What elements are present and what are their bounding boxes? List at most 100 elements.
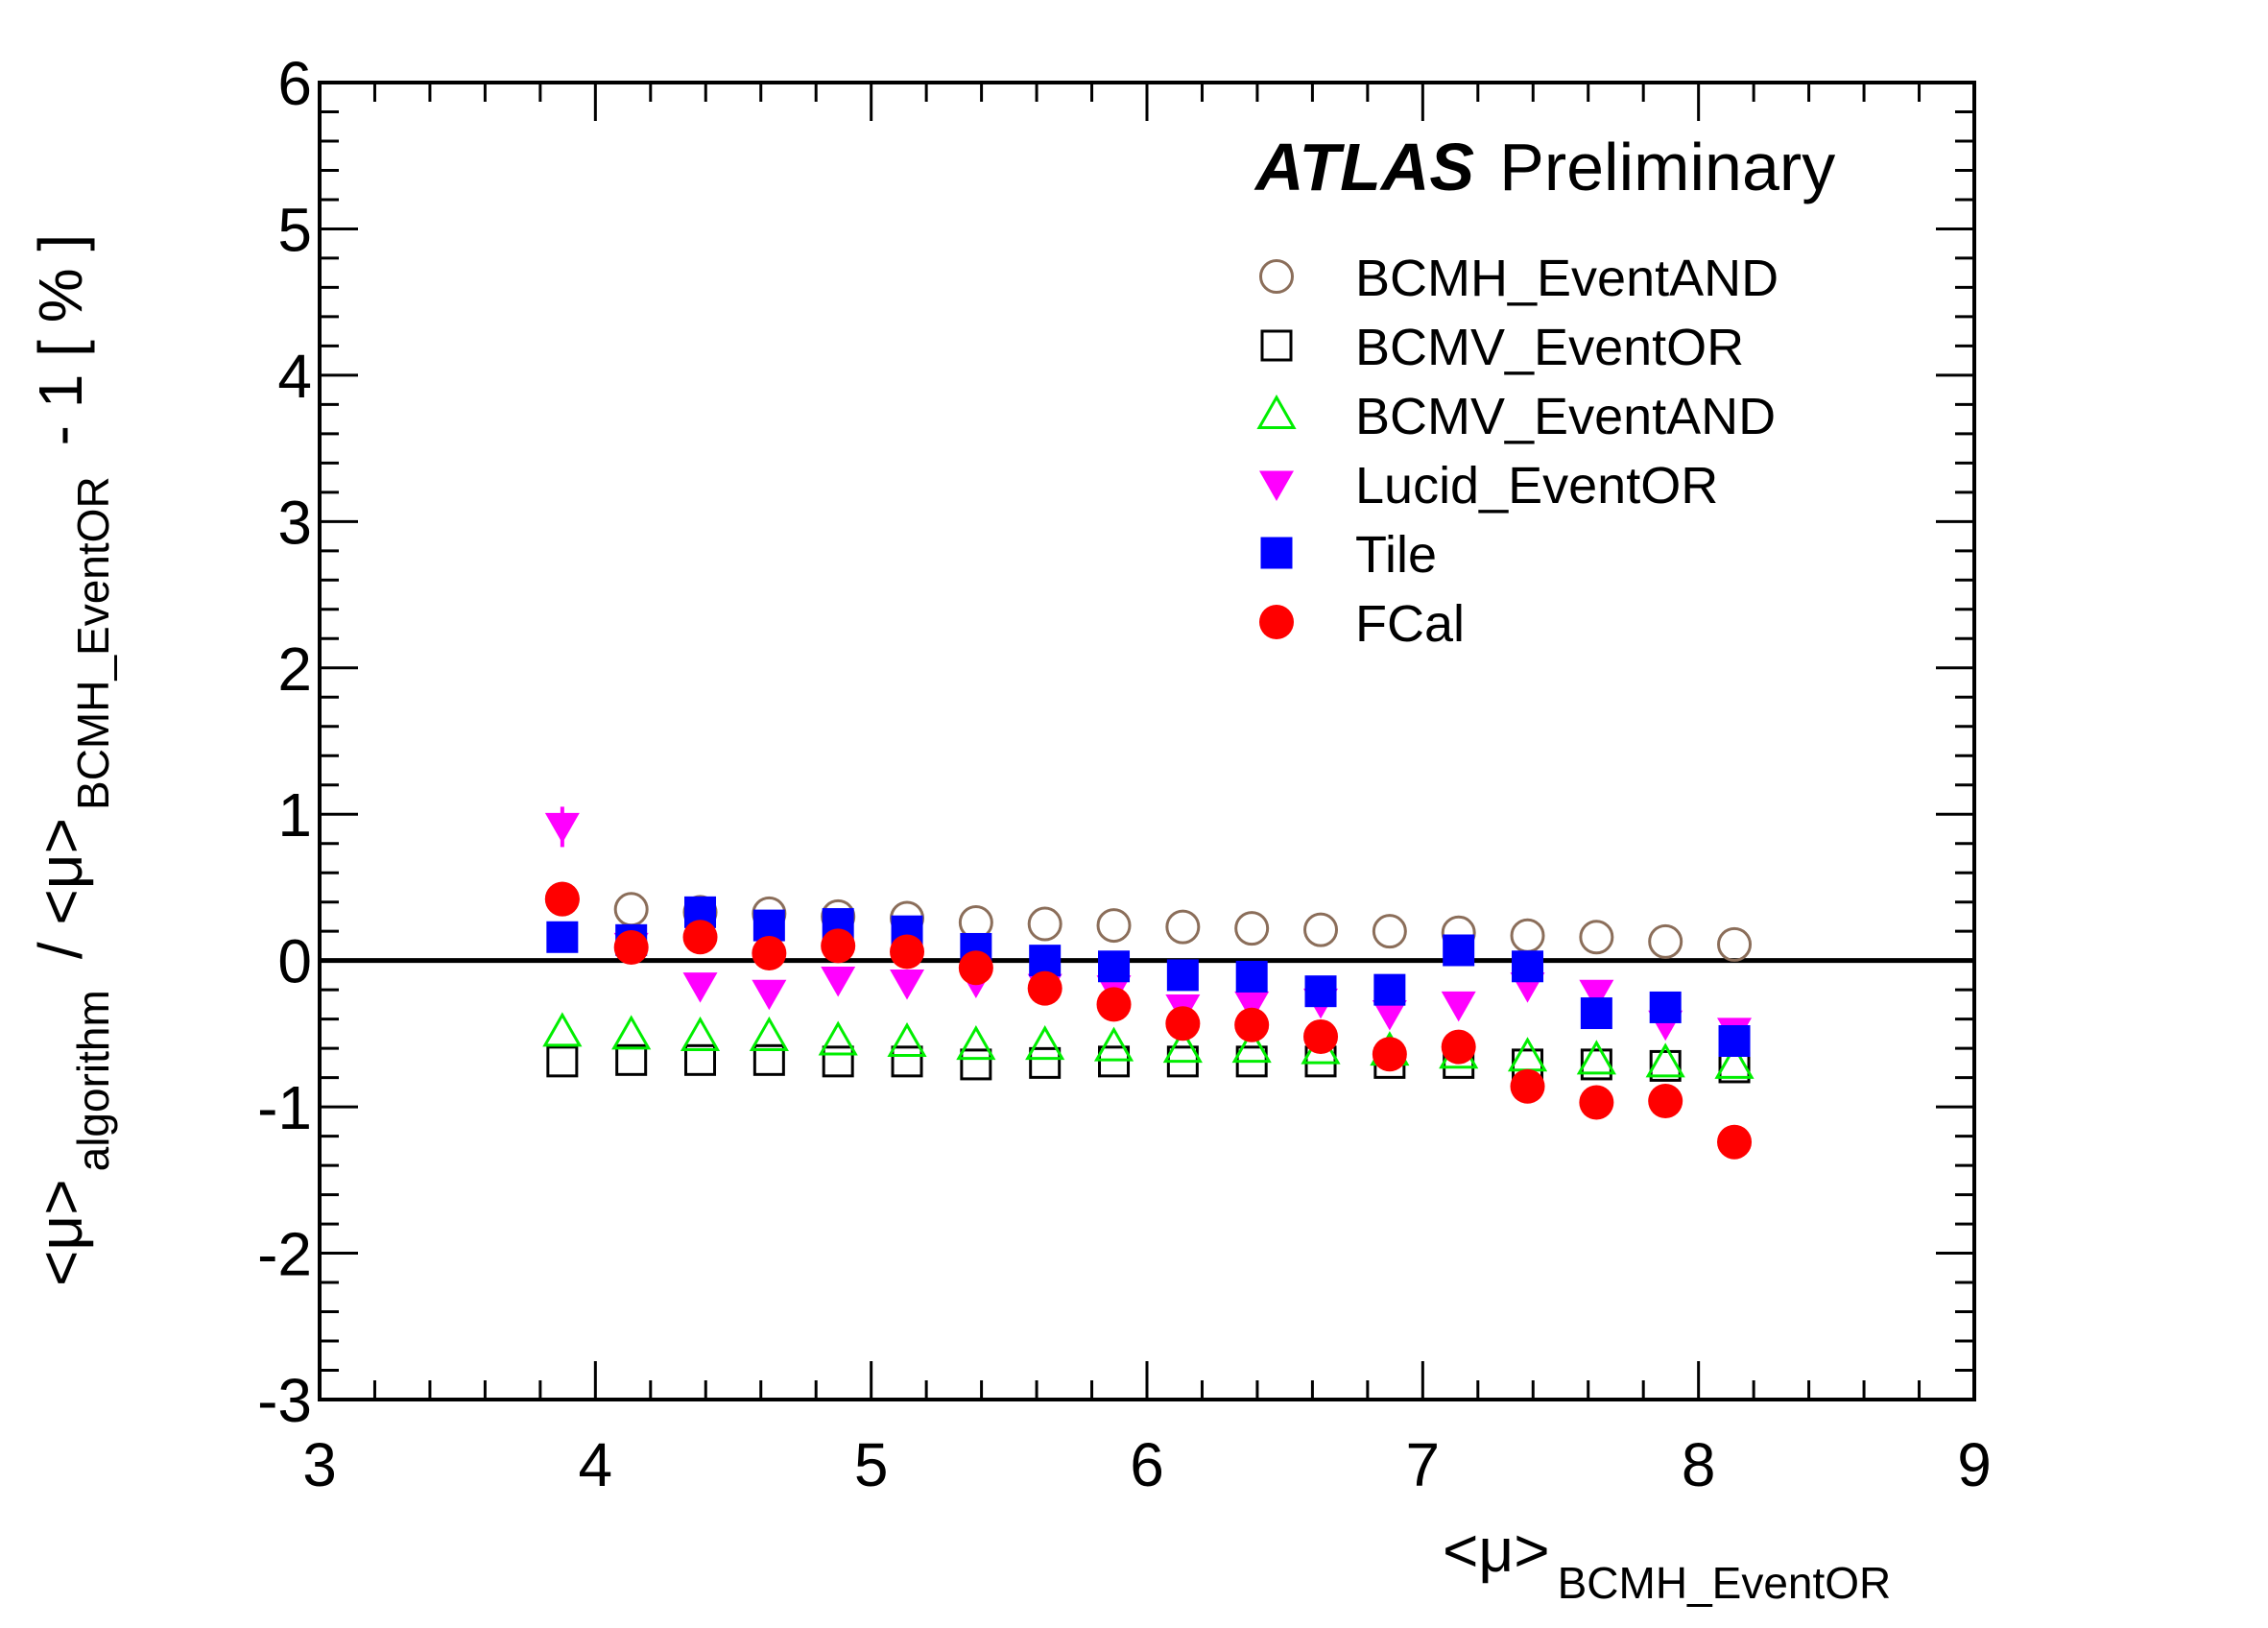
atlas-label-preliminary: Preliminary [1499, 130, 1835, 204]
y-tick-label: 0 [277, 927, 312, 996]
data-point [1645, 1042, 1685, 1078]
legend-entry: FCal [1259, 595, 1465, 653]
data-point [1579, 920, 1614, 955]
data-point [1372, 1000, 1407, 1031]
data-point [890, 970, 925, 1000]
data-point [956, 1025, 996, 1061]
x-tick-label: 5 [854, 1430, 889, 1499]
data-point [821, 928, 856, 964]
data-point [1512, 950, 1544, 983]
legend-entry: Lucid_EventOR [1259, 457, 1718, 515]
data-point [958, 950, 993, 986]
legend-label: BCMV_EventOR [1355, 319, 1744, 376]
data-point [1093, 1026, 1134, 1062]
data-point [1718, 1025, 1751, 1058]
data-point [1507, 1037, 1548, 1072]
series-BCMV_EventOR [546, 1043, 1751, 1084]
y-tick-label: 4 [277, 342, 312, 411]
y-axis-title: <μ> algorithm / <μ> BCMH_EventOR - 1 [ %… [26, 234, 118, 1286]
data-point [680, 1016, 721, 1051]
series-Tile [546, 896, 1751, 1058]
data-point [1098, 1045, 1131, 1078]
data-point [1510, 1068, 1545, 1104]
data-point [1029, 1046, 1062, 1079]
data-point [613, 892, 649, 927]
data-point [1649, 991, 1682, 1023]
data-point [1025, 1025, 1065, 1061]
data-point [891, 1045, 923, 1078]
y-tick-label: 1 [277, 780, 312, 850]
data-point [752, 979, 787, 1011]
data-point [682, 920, 718, 955]
legend-entry: Tile [1260, 526, 1437, 584]
y-axis-title-part1: <μ> [26, 1179, 95, 1286]
y-tick-label: 5 [277, 195, 312, 264]
data-point [1441, 1029, 1476, 1065]
data-point [1579, 1085, 1614, 1120]
series-Lucid_EventOR [544, 806, 1753, 1048]
data-point [887, 1022, 927, 1058]
data-point [1373, 973, 1406, 1006]
legend-marker [1256, 394, 1297, 429]
data-point [546, 1045, 579, 1078]
data-point [546, 921, 579, 953]
legend-label: BCMH_EventAND [1355, 250, 1779, 307]
data-point [542, 1012, 583, 1047]
data-point [752, 1043, 785, 1076]
data-point [1579, 979, 1614, 1011]
x-axis-title-sub: BCMH_EventOR [1558, 1558, 1892, 1608]
data-point [1098, 950, 1131, 983]
y-tick-label: 3 [277, 488, 312, 557]
data-point [1027, 906, 1062, 942]
data-point [544, 812, 580, 844]
x-tick-label: 6 [1130, 1430, 1164, 1499]
data-point [1372, 1037, 1407, 1072]
data-point [818, 1020, 858, 1056]
y-axis-title-part2: / <μ> [26, 818, 95, 959]
data-point [544, 881, 580, 917]
legend-label: BCMV_EventAND [1355, 388, 1776, 445]
data-point [1576, 1040, 1616, 1075]
x-tick-label: 3 [302, 1430, 337, 1499]
y-tick-label: 2 [277, 634, 312, 704]
data-point [1165, 1006, 1201, 1041]
legend: BCMH_EventAND BCMV_EventOR BCMV_EventAND Lu… [1256, 250, 1779, 653]
atlas-label: ATLAS Preliminary [1253, 130, 1835, 204]
y-axis-title-part3: - 1 [ % ] [26, 234, 95, 446]
data-point [682, 972, 718, 1003]
legend-marker [1260, 537, 1293, 569]
data-point [1717, 1124, 1753, 1160]
data-point [1166, 959, 1199, 992]
axes-layer: 3 4 5 6 7 8 9 -3 -2 -1 0 1 2 3 4 5 6 [257, 49, 1992, 1499]
series-FCal [544, 881, 1753, 1160]
y-axis-title-sub1: algorithm [68, 990, 118, 1171]
x-axis-title: <μ> BCMH_EventOR [1443, 1516, 1891, 1608]
atlas-label-bold: ATLAS [1253, 130, 1474, 204]
data-point [890, 934, 925, 970]
legend-label: Lucid_EventOR [1355, 457, 1718, 515]
legend-marker [1259, 470, 1294, 501]
data-point [822, 1045, 854, 1078]
data-point [1162, 1028, 1203, 1064]
x-tick-label: 4 [579, 1430, 613, 1499]
data-point [1441, 991, 1476, 1022]
y-axis-title-sub2: BCMH_EventOR [68, 476, 118, 810]
data-point [1303, 1018, 1339, 1054]
data-point [1648, 1084, 1683, 1119]
x-tick-label: 9 [1957, 1430, 1992, 1499]
data-point [1096, 908, 1132, 944]
legend-entry: BCMH_EventAND [1259, 250, 1779, 307]
data-layer [542, 806, 1755, 1160]
legend-entry: BCMV_EventAND [1256, 388, 1776, 445]
data-point [1649, 1049, 1682, 1082]
data-point [1231, 1028, 1272, 1064]
data-point [1234, 1007, 1270, 1042]
data-point [749, 1016, 789, 1051]
data-point [1717, 926, 1753, 962]
legend-marker [1259, 259, 1294, 294]
legend-entry: BCMV_EventOR [1260, 319, 1744, 376]
data-point [613, 929, 649, 965]
data-point [1510, 918, 1545, 953]
data-point [1234, 911, 1270, 946]
